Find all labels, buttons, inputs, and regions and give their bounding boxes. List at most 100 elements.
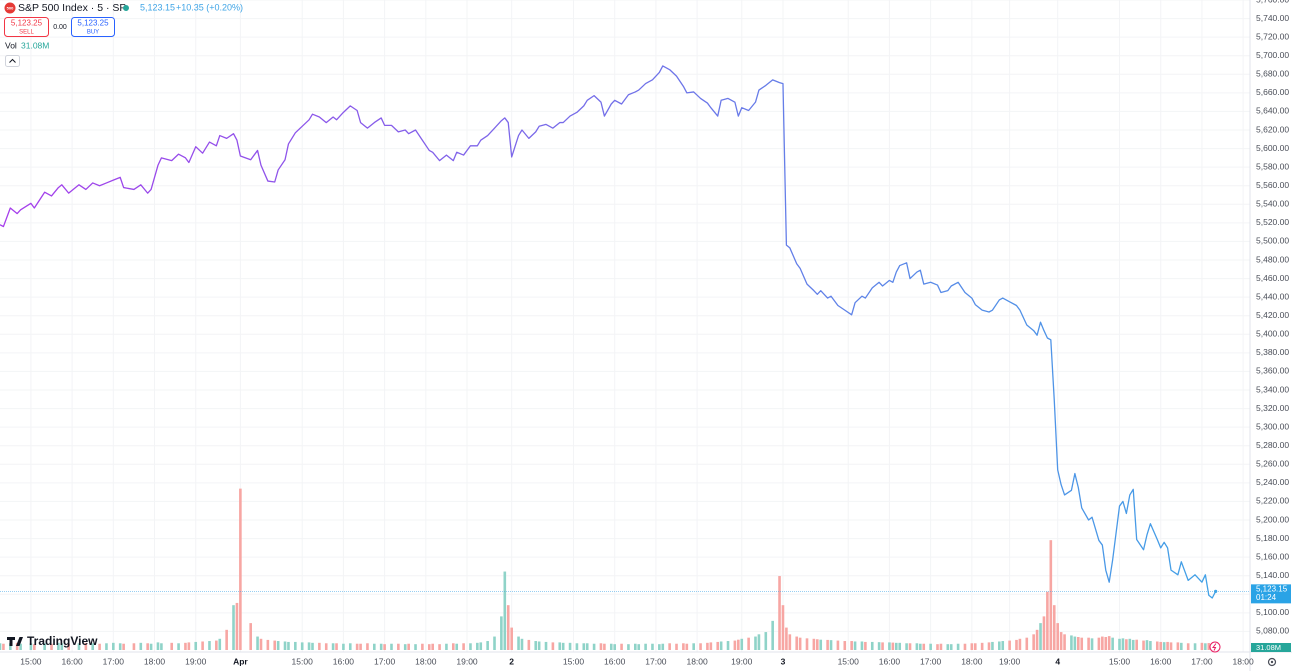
- volume-bar: [709, 642, 713, 650]
- volume-bar: [675, 643, 678, 650]
- y-tick-label: 5,560.00: [1256, 180, 1289, 190]
- volume-bar: [582, 643, 586, 650]
- y-tick-label: 5,500.00: [1256, 236, 1289, 246]
- buy-price[interactable]: 5,123.25: [77, 19, 109, 28]
- x-tick-label: 16:00: [333, 656, 355, 666]
- volume-bar: [15, 642, 19, 650]
- collapse-button[interactable]: [5, 55, 20, 67]
- settings-button[interactable]: [1267, 657, 1277, 667]
- volume-bar: [1162, 642, 1166, 650]
- volume-value: 31.08M: [21, 40, 49, 50]
- volume-bar: [215, 640, 218, 650]
- volume-bar: [445, 643, 448, 650]
- market-status[interactable]: [123, 5, 129, 11]
- collapse-box[interactable]: [5, 55, 20, 67]
- lightning-icon[interactable]: [1212, 643, 1217, 651]
- volume-bar: [355, 643, 359, 650]
- volume-bar: [184, 642, 187, 650]
- volume-bar: [324, 643, 328, 650]
- sell-button[interactable]: 5,123.25 SELL: [4, 17, 49, 37]
- sell-box[interactable]: [4, 17, 49, 37]
- y-tick-label: 5,200.00: [1256, 514, 1289, 524]
- y-tick-label: 5,580.00: [1256, 161, 1289, 171]
- volume-bar: [1042, 616, 1046, 650]
- volume-bar: [599, 643, 603, 650]
- spread: 0.00: [53, 24, 67, 31]
- volume-bar: [1131, 639, 1135, 650]
- x-tick-label: 15:00: [1109, 656, 1131, 666]
- volume-bar: [987, 642, 991, 650]
- volume-bar: [1087, 637, 1090, 650]
- volume-bar: [558, 642, 562, 650]
- sell-label[interactable]: SELL: [19, 30, 34, 36]
- y-tick-label: 5,360.00: [1256, 366, 1289, 376]
- buy-box[interactable]: [71, 17, 115, 37]
- volume-bar: [891, 642, 895, 650]
- buy-button[interactable]: 5,123.25 BUY: [71, 17, 115, 37]
- volume-bar: [1015, 639, 1018, 650]
- volume-bar: [373, 643, 376, 650]
- volume-bar: [963, 643, 967, 650]
- volume-bar: [98, 643, 101, 650]
- y-tick-label: 5,100.00: [1256, 607, 1289, 617]
- volume-bar: [781, 605, 785, 650]
- x-tick-label: 18:00: [686, 656, 708, 666]
- volume-bar: [575, 643, 579, 650]
- volume-bar: [506, 605, 510, 650]
- volume-bar: [946, 644, 950, 650]
- volume-bar: [544, 641, 548, 650]
- symbol-title[interactable]: S&P 500 Index · 5 · SP: [18, 2, 126, 14]
- volume-bar: [19, 643, 22, 650]
- symbol-logo: [4, 2, 16, 14]
- volume-bar: [603, 643, 606, 650]
- volume-bar: [208, 641, 211, 650]
- x-tick-label: 16:00: [604, 656, 626, 666]
- volume-bar: [798, 637, 802, 650]
- volume-bar: [1155, 641, 1159, 650]
- price-tag-price: 5,123.15: [1256, 584, 1288, 593]
- volume-bar: [366, 643, 369, 650]
- volume-bar: [232, 605, 235, 650]
- volume-bar: [1101, 636, 1104, 650]
- volume-bar: [1135, 639, 1138, 650]
- volume-bar: [1176, 642, 1180, 650]
- collapse-icon[interactable]: [9, 58, 16, 63]
- volume-bar: [998, 641, 1001, 650]
- x-tick-label: 17:00: [103, 656, 125, 666]
- volume-bar: [1070, 635, 1073, 650]
- price-change: +10.35 (+0.20%): [176, 2, 243, 12]
- y-tick-label: 5,320.00: [1256, 403, 1289, 413]
- volume-bar: [764, 632, 768, 650]
- volume-bar: [568, 642, 572, 650]
- volume-bar: [1035, 629, 1039, 650]
- x-tick-label: 2: [509, 656, 514, 666]
- y-tick-label: 5,160.00: [1256, 551, 1289, 561]
- volume-bar: [177, 643, 180, 650]
- volume-bar: [1073, 636, 1077, 650]
- volume-bar: [2, 643, 5, 650]
- volume-bar: [266, 639, 270, 650]
- volume-bar: [469, 643, 472, 650]
- volume-bar: [1001, 641, 1005, 650]
- volume-bar: [517, 636, 520, 650]
- volume-bar: [1125, 639, 1128, 650]
- buy-label[interactable]: BUY: [87, 30, 99, 36]
- volume-bar: [510, 627, 513, 650]
- x-tick-label: 16:00: [879, 656, 901, 666]
- plot: [0, 65, 1250, 599]
- volume-bar: [1149, 641, 1152, 650]
- last-point: [1214, 589, 1218, 593]
- volume-bar: [414, 644, 417, 650]
- x-tick-label: 19:00: [456, 656, 478, 666]
- volume-bar: [218, 638, 222, 650]
- volume-bar: [0, 643, 2, 650]
- settings-icon[interactable]: [1270, 660, 1274, 664]
- volume-bar: [864, 641, 867, 650]
- volume-bar: [726, 641, 730, 650]
- volume-bar: [57, 642, 60, 650]
- sell-price[interactable]: 5,123.25: [11, 19, 43, 28]
- volume-bar: [644, 643, 647, 650]
- volume-bar: [300, 642, 304, 650]
- volume-bar: [915, 643, 919, 650]
- volume-bar: [307, 642, 311, 650]
